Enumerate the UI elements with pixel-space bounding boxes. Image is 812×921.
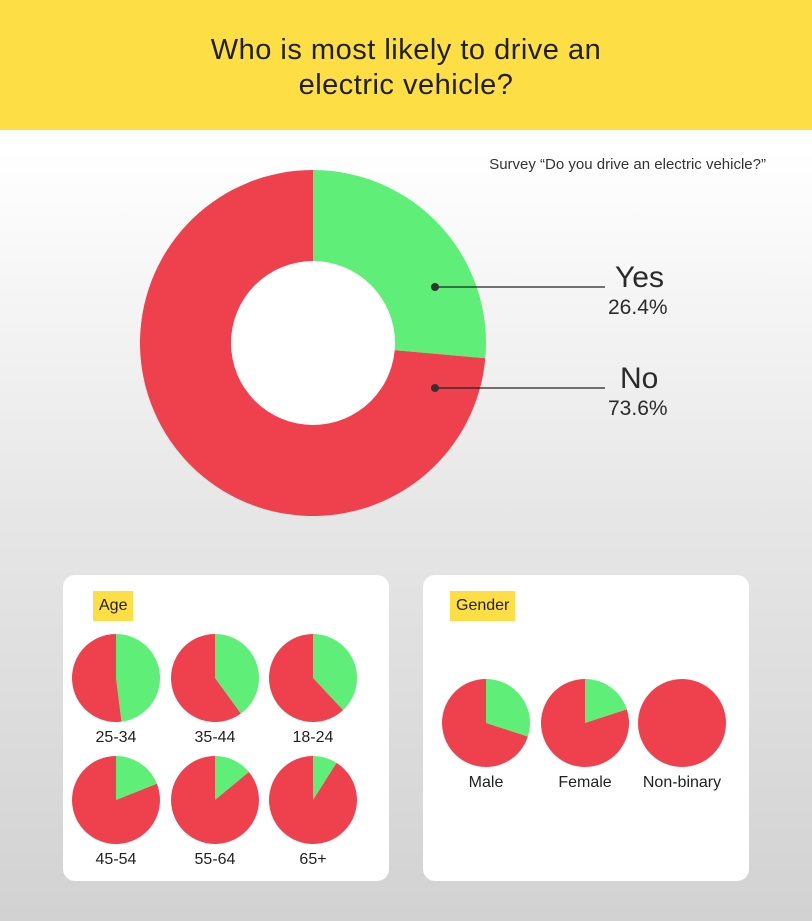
gender-pie-chart xyxy=(541,679,629,767)
age-pie-1-slice-no xyxy=(171,634,241,722)
age-pie-label: 25-34 xyxy=(95,729,137,746)
age-panel: Age 25-34 35-44 18-24 45-54 55-64 65+ xyxy=(63,575,389,881)
age-pie-1: 35-44 xyxy=(165,633,265,747)
age-pie-label: 45-54 xyxy=(95,851,137,868)
gender-pie-label: Non-binary xyxy=(642,774,722,791)
gender-pie-0: Male xyxy=(436,678,536,792)
age-pie-label: 18-24 xyxy=(292,729,334,746)
age-pie-3-slice-yes xyxy=(116,756,157,800)
age-pie-5: 65+ xyxy=(263,755,363,869)
donut-chart xyxy=(139,170,605,516)
callout-dot-yes xyxy=(431,283,439,291)
age-pie-2-slice-no xyxy=(269,634,344,722)
age-pie-chart xyxy=(171,756,259,844)
age-pie-label: 55-64 xyxy=(194,851,236,868)
value-label-yes: 26.4% xyxy=(608,296,668,319)
gender-pie-0-slice-yes xyxy=(486,679,530,737)
gender-panel-title: Gender xyxy=(450,591,516,621)
gender-pie-0-slice-no xyxy=(442,679,528,767)
donut-hole xyxy=(231,261,395,425)
age-pie-label: 65+ xyxy=(299,851,327,868)
header-banner: Who is most likely to drive an electric … xyxy=(0,0,812,130)
value-label-no: 73.6% xyxy=(608,397,668,420)
gender-pie-2-slice-no xyxy=(638,679,726,767)
page-title-line-1: Who is most likely to drive an xyxy=(210,34,602,66)
legend-label-no: No xyxy=(620,362,659,395)
age-pie-3: 45-54 xyxy=(66,755,166,869)
age-pie-4-slice-yes xyxy=(215,756,249,800)
age-pie-4: 55-64 xyxy=(165,755,265,869)
age-pie-2: 18-24 xyxy=(263,633,363,747)
age-pie-2-slice-yes xyxy=(313,634,357,711)
age-pie-5-slice-yes xyxy=(313,756,337,800)
age-pie-label: 35-44 xyxy=(194,729,236,746)
gender-pie-chart xyxy=(638,679,726,767)
age-pie-0-slice-no xyxy=(72,634,122,722)
gender-panel: Gender Male Female Non-binary xyxy=(423,575,749,881)
age-pie-3-slice-no xyxy=(72,756,160,844)
gender-pie-label: Male xyxy=(468,774,504,791)
age-pie-chart xyxy=(72,756,160,844)
gender-pie-1-slice-no xyxy=(541,679,629,767)
gender-pie-1-slice-yes xyxy=(585,679,627,723)
age-pie-chart xyxy=(171,634,259,722)
callout-dot-no xyxy=(431,384,439,392)
gender-pie-1: Female xyxy=(535,678,635,792)
age-pie-4-slice-no xyxy=(171,756,259,844)
age-pie-5-slice-no xyxy=(269,756,357,844)
age-pie-0-slice-yes xyxy=(116,634,161,722)
age-pie-chart xyxy=(72,634,161,722)
gender-pie-chart xyxy=(442,679,530,767)
age-pie-0: 25-34 xyxy=(66,633,166,747)
page-title-line-2: electric vehicle? xyxy=(298,69,514,101)
gender-pie-label: Female xyxy=(558,774,612,791)
page-title: Who is most likely to drive an electric … xyxy=(0,33,812,103)
age-pie-chart xyxy=(269,634,357,722)
age-pie-1-slice-yes xyxy=(215,634,259,714)
age-pie-chart xyxy=(269,756,357,844)
age-panel-title: Age xyxy=(93,591,134,621)
gender-pie-2: Non-binary xyxy=(632,678,732,792)
legend-label-yes: Yes xyxy=(615,261,664,294)
survey-subtitle: Survey “Do you drive an electric vehicle… xyxy=(489,156,766,173)
